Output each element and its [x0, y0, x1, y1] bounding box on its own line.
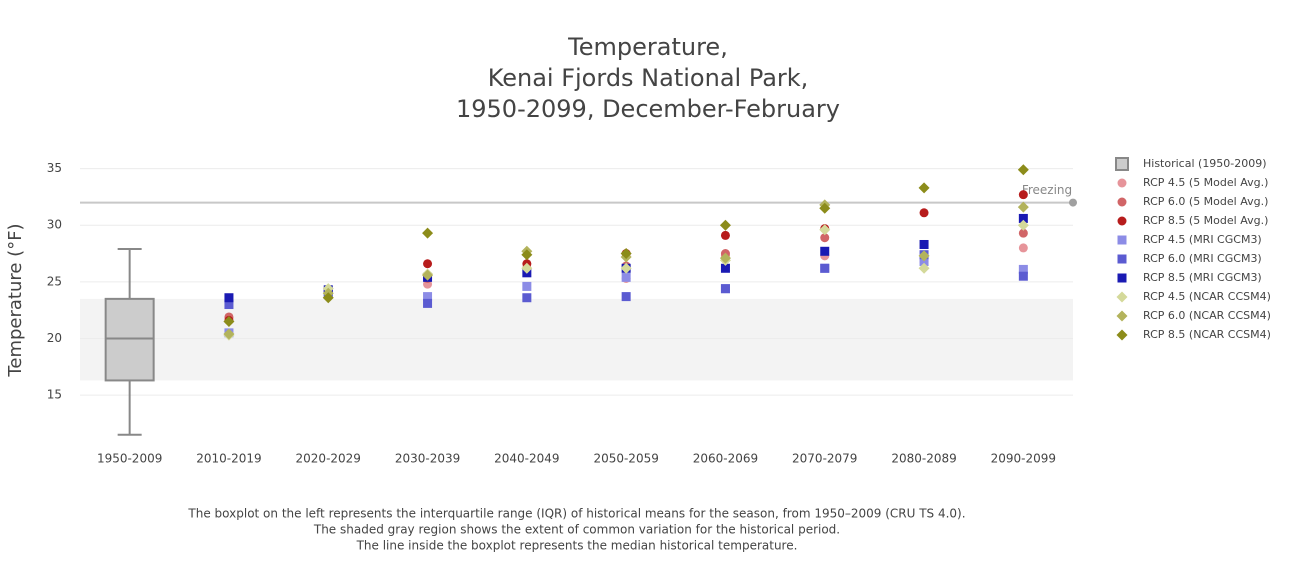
point [422, 269, 434, 281]
legend-label: RCP 6.0 (MRI CGCM3) [1143, 252, 1262, 265]
point [521, 249, 533, 261]
chart-title: Temperature, [567, 33, 728, 61]
x-tick-label: 2030-2039 [395, 452, 460, 466]
x-tick-label: 2070-2079 [792, 452, 857, 466]
legend-label: RCP 4.5 (NCAR CCSM4) [1143, 290, 1271, 303]
y-tick-label: 25 [47, 274, 62, 288]
point [1018, 264, 1028, 274]
point [1018, 213, 1028, 223]
point [1017, 219, 1029, 231]
point [918, 250, 930, 262]
legend-label: RCP 8.5 (5 Model Avg.) [1143, 214, 1268, 227]
point [820, 246, 830, 256]
legend-swatch [1116, 291, 1128, 303]
point [1018, 271, 1028, 281]
point [423, 298, 433, 308]
point [1017, 201, 1029, 213]
point [1017, 164, 1029, 176]
point [819, 202, 831, 214]
point [919, 239, 929, 249]
y-tick-label: 20 [47, 331, 62, 345]
legend-label: RCP 4.5 (5 Model Avg.) [1143, 176, 1268, 189]
point [521, 262, 533, 274]
x-tick-label: 2010-2019 [196, 452, 261, 466]
x-tick-label: 2040-2049 [494, 452, 559, 466]
x-tick-label: 1950-2009 [97, 452, 162, 466]
legend-label: Historical (1950-2009) [1143, 157, 1267, 170]
point [621, 272, 631, 282]
x-tick-label: 2060-2069 [693, 452, 758, 466]
point [422, 227, 434, 239]
note: The shaded gray region shows the extent … [313, 523, 840, 537]
point [820, 263, 830, 273]
point [1018, 190, 1028, 200]
legend-swatch [1115, 157, 1129, 171]
point [720, 263, 730, 273]
y-tick-label: 15 [47, 388, 62, 402]
reference-point [1069, 198, 1077, 207]
chart-title: 1950-2099, December-February [456, 95, 840, 123]
legend-label: RCP 8.5 (NCAR CCSM4) [1143, 328, 1271, 341]
point [620, 262, 632, 274]
point [819, 224, 831, 236]
legend-swatch [1117, 216, 1127, 226]
legend-swatch [1117, 197, 1127, 207]
note: The boxplot on the left represents the i… [187, 507, 965, 521]
x-tick-label: 2050-2059 [593, 452, 658, 466]
point [224, 300, 234, 310]
legend-swatch [1116, 329, 1128, 341]
legend-swatch [1117, 235, 1127, 245]
point [1018, 243, 1028, 253]
legend-label: RCP 8.5 (MRI CGCM3) [1143, 271, 1262, 284]
point [919, 208, 929, 218]
x-tick-label: 2020-2029 [296, 452, 361, 466]
point [223, 328, 235, 340]
point [322, 292, 334, 304]
box [104, 297, 155, 382]
point [522, 281, 532, 291]
point [919, 256, 929, 266]
legend-swatch [1117, 273, 1127, 283]
y-tick-label: 30 [47, 218, 62, 232]
x-tick-label: 2090-2099 [991, 452, 1056, 466]
note: The line inside the boxplot represents t… [356, 539, 798, 553]
legend-label: RCP 6.0 (5 Model Avg.) [1143, 195, 1268, 208]
point [820, 233, 830, 243]
point [719, 219, 731, 231]
point [918, 182, 930, 194]
point [720, 284, 730, 294]
legend-swatch [1117, 254, 1127, 264]
legend-label: RCP 6.0 (NCAR CCSM4) [1143, 309, 1271, 322]
point [719, 252, 731, 264]
point [423, 292, 433, 302]
point [918, 262, 930, 274]
legend-swatch [1116, 310, 1128, 322]
point [621, 292, 631, 302]
point [522, 293, 532, 303]
shaded-range [80, 298, 1073, 381]
point [224, 293, 234, 303]
point [720, 230, 730, 240]
legend-swatch [1117, 178, 1127, 188]
chart-title: Kenai Fjords National Park, [488, 64, 809, 92]
point [423, 259, 433, 269]
point [223, 316, 235, 328]
legend-label: RCP 4.5 (MRI CGCM3) [1143, 233, 1262, 246]
y-tick-label: 35 [47, 161, 62, 175]
point [1018, 228, 1028, 238]
point [620, 248, 632, 260]
y-axis-label: Temperature (°F) [5, 223, 26, 377]
x-tick-label: 2080-2089 [891, 452, 956, 466]
reference-label: Freezing [1022, 183, 1072, 197]
